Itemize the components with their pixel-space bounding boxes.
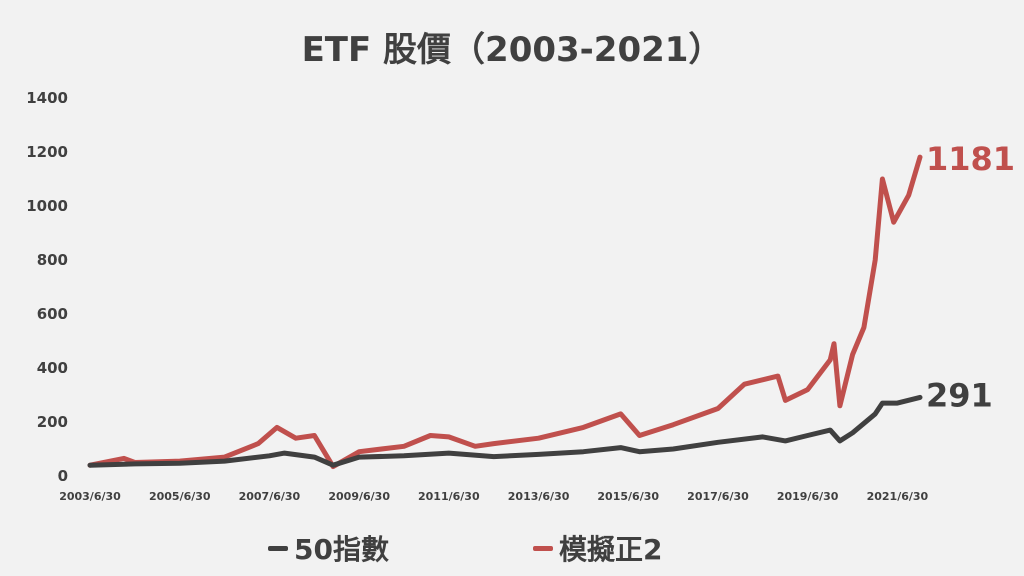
legend-label-leveraged: 模擬正2 bbox=[559, 533, 663, 566]
y-tick-label: 600 bbox=[37, 305, 68, 323]
legend-item-leveraged: 模擬正2 bbox=[533, 528, 662, 568]
series-line-1 bbox=[87, 154, 923, 470]
series-end-label-0: 291 bbox=[926, 376, 993, 414]
plot-area bbox=[87, 154, 923, 470]
x-tick-label: 2003/6/30 bbox=[59, 490, 121, 503]
y-tick-label: 1200 bbox=[26, 143, 68, 161]
x-tick-label: 2015/6/30 bbox=[597, 490, 659, 503]
y-tick-label: 800 bbox=[37, 251, 68, 269]
end-labels: 1181 291 bbox=[926, 140, 1015, 414]
x-tick-label: 2007/6/30 bbox=[239, 490, 301, 503]
y-tick-label: 200 bbox=[37, 413, 68, 431]
legend-swatch-leveraged bbox=[533, 545, 553, 551]
y-axis: 0 200 400 600 800 1000 1200 1400 bbox=[26, 89, 68, 485]
legend-swatch-50-index bbox=[268, 545, 288, 551]
x-tick-label: 2013/6/30 bbox=[508, 490, 570, 503]
legend-label-50-index: 50指數 bbox=[294, 533, 389, 566]
y-tick-label: 0 bbox=[58, 467, 68, 485]
y-tick-label: 1400 bbox=[26, 89, 68, 107]
y-tick-label: 1000 bbox=[26, 197, 68, 215]
series-end-label-1: 1181 bbox=[926, 140, 1015, 178]
x-tick-label: 2011/6/30 bbox=[418, 490, 480, 503]
x-tick-label: 2009/6/30 bbox=[328, 490, 390, 503]
series-line-0 bbox=[87, 394, 923, 468]
legend-item-50-index: 50指數 bbox=[268, 528, 389, 568]
x-tick-label: 2005/6/30 bbox=[149, 490, 211, 503]
chart-title: ETF 股價（2003-2021） bbox=[301, 30, 723, 70]
x-tick-label: 2021/6/30 bbox=[867, 490, 929, 503]
x-tick-label: 2019/6/30 bbox=[777, 490, 839, 503]
y-tick-label: 400 bbox=[37, 359, 68, 377]
x-tick-label: 2017/6/30 bbox=[687, 490, 749, 503]
x-axis: 2003/6/30 2005/6/30 2007/6/30 2009/6/30 2011… bbox=[59, 490, 928, 503]
